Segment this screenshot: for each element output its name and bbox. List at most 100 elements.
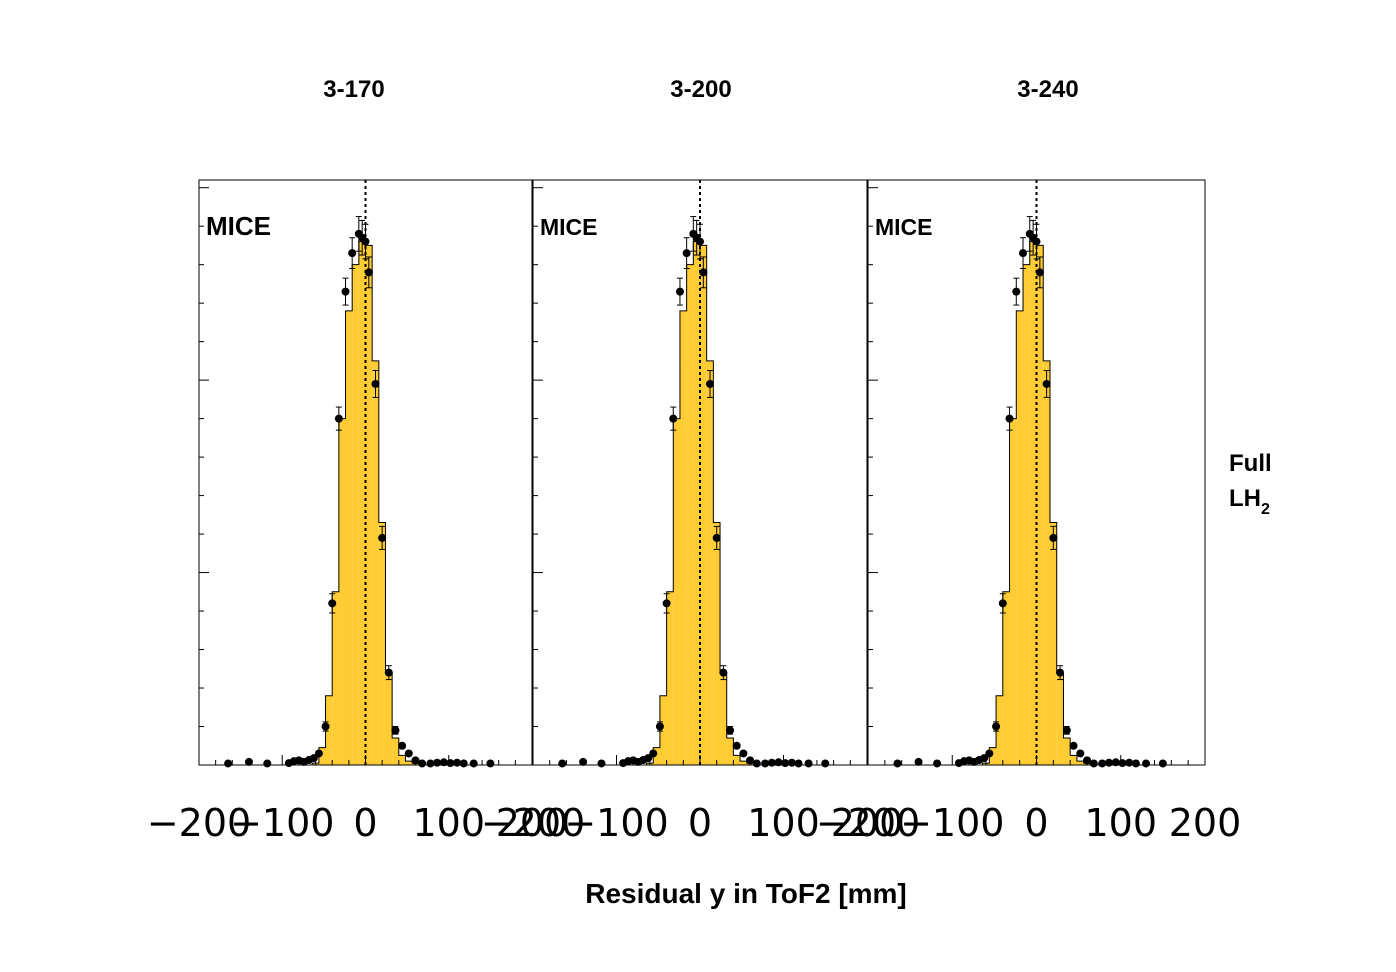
histogram-bar [345, 310, 353, 765]
side-label: Full LH2 [1229, 450, 1272, 518]
data-point [732, 741, 741, 750]
data-point [1062, 726, 1071, 735]
x-tick-label: −100 [900, 801, 1004, 845]
histogram-bar [733, 755, 741, 765]
histogram-bar [1056, 672, 1064, 765]
histogram-bar [726, 738, 734, 765]
histogram-bar [693, 241, 700, 765]
histogram-bar [740, 761, 747, 765]
data-point [1012, 287, 1021, 296]
x-tick-label: 200 [831, 801, 904, 845]
data-point [706, 379, 715, 388]
data-point [696, 237, 704, 246]
x-tick-label: 100 [412, 801, 485, 845]
data-point [439, 758, 448, 767]
histogram-bar [318, 747, 326, 765]
data-point [1098, 759, 1107, 768]
x-tick-label: 200 [496, 801, 569, 845]
side-label-line1: Full [1229, 450, 1272, 477]
data-point [669, 414, 678, 423]
data-point [985, 749, 994, 758]
histogram [311, 241, 420, 766]
data-point [655, 722, 664, 731]
data-point [649, 749, 658, 758]
side-label-line2: LH2 [1229, 485, 1270, 518]
data-point [726, 726, 735, 735]
panel-1: 3-170 −200−100 0 100 200 MICE [147, 76, 568, 845]
x-tick-labels: −200−100 0 100 200 [481, 801, 903, 845]
x-ticks [867, 755, 1206, 765]
data-point [371, 379, 380, 388]
mice-label: MICE [875, 214, 933, 240]
data-point [739, 749, 748, 758]
data-point [821, 759, 830, 768]
x-tick-label: 100 [1084, 801, 1157, 845]
data-point [933, 759, 942, 768]
data-point [459, 759, 468, 768]
data-point [794, 759, 803, 768]
histogram-bar [1070, 755, 1077, 765]
data-point [361, 237, 370, 246]
x-tick-label: 100 [747, 801, 820, 845]
data-point [1089, 759, 1098, 768]
histogram-bar [653, 747, 660, 765]
histogram-bar [1016, 310, 1024, 765]
data-point [675, 287, 684, 296]
data-point [341, 287, 350, 296]
data-point [1131, 759, 1140, 768]
histogram-bar [666, 591, 674, 765]
data-point [1069, 741, 1078, 750]
data-point [486, 759, 495, 768]
data-point [1035, 268, 1044, 277]
data-point [558, 759, 567, 768]
side-label-base: LH [1229, 485, 1261, 512]
data-point [418, 759, 427, 768]
histogram-bar [398, 755, 406, 765]
data-point [992, 722, 1001, 731]
histogram-bar [679, 310, 687, 765]
data-point [314, 749, 323, 758]
data-point [712, 533, 721, 542]
x-tick-label: 0 [688, 801, 712, 845]
data-point [597, 759, 606, 768]
x-tick-label: 0 [1024, 801, 1048, 845]
panel-title: 3-200 [670, 76, 731, 103]
histogram-bar [1049, 522, 1057, 765]
histogram-bar [1043, 360, 1050, 765]
histogram-bar [720, 672, 727, 765]
data-point [391, 726, 400, 735]
data-point [348, 249, 357, 258]
mice-label: MICE [206, 211, 271, 241]
data-point [719, 668, 728, 677]
x-tick-label: −100 [564, 801, 668, 845]
data-point [263, 759, 272, 768]
y-ticks [868, 187, 878, 766]
histogram [982, 241, 1091, 766]
histogram [646, 241, 754, 766]
histogram-bar [392, 738, 399, 765]
histogram-bar [378, 522, 386, 765]
histogram-bar [1036, 245, 1044, 766]
data-point [1056, 668, 1065, 677]
histogram-bar [686, 264, 694, 765]
histogram-bar [1023, 264, 1030, 765]
data-point [364, 268, 373, 277]
histogram-bar [338, 418, 346, 765]
histogram-bar [989, 747, 997, 765]
histogram-bar [673, 418, 680, 765]
data-point [224, 759, 233, 768]
x-tick-label: 200 [1169, 801, 1242, 845]
histogram-bar [1002, 591, 1010, 765]
data-point [328, 599, 337, 608]
data-point [774, 758, 783, 767]
y-ticks [199, 187, 209, 766]
data-points [224, 216, 495, 768]
data-point [804, 759, 813, 768]
data-point [321, 722, 330, 731]
histogram-bar [1029, 241, 1037, 765]
data-point [378, 533, 387, 542]
histogram-bar [325, 695, 333, 765]
